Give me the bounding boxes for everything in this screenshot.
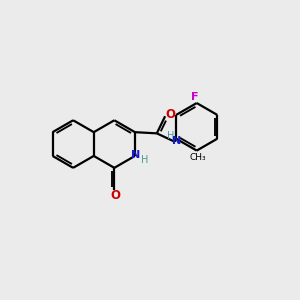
Text: N: N [131,150,141,161]
Text: O: O [166,108,176,121]
Text: H: H [141,155,148,165]
Text: H: H [167,131,175,141]
Text: F: F [191,92,199,102]
Text: CH₃: CH₃ [190,153,206,162]
Text: N: N [172,136,182,146]
Text: O: O [110,189,120,202]
